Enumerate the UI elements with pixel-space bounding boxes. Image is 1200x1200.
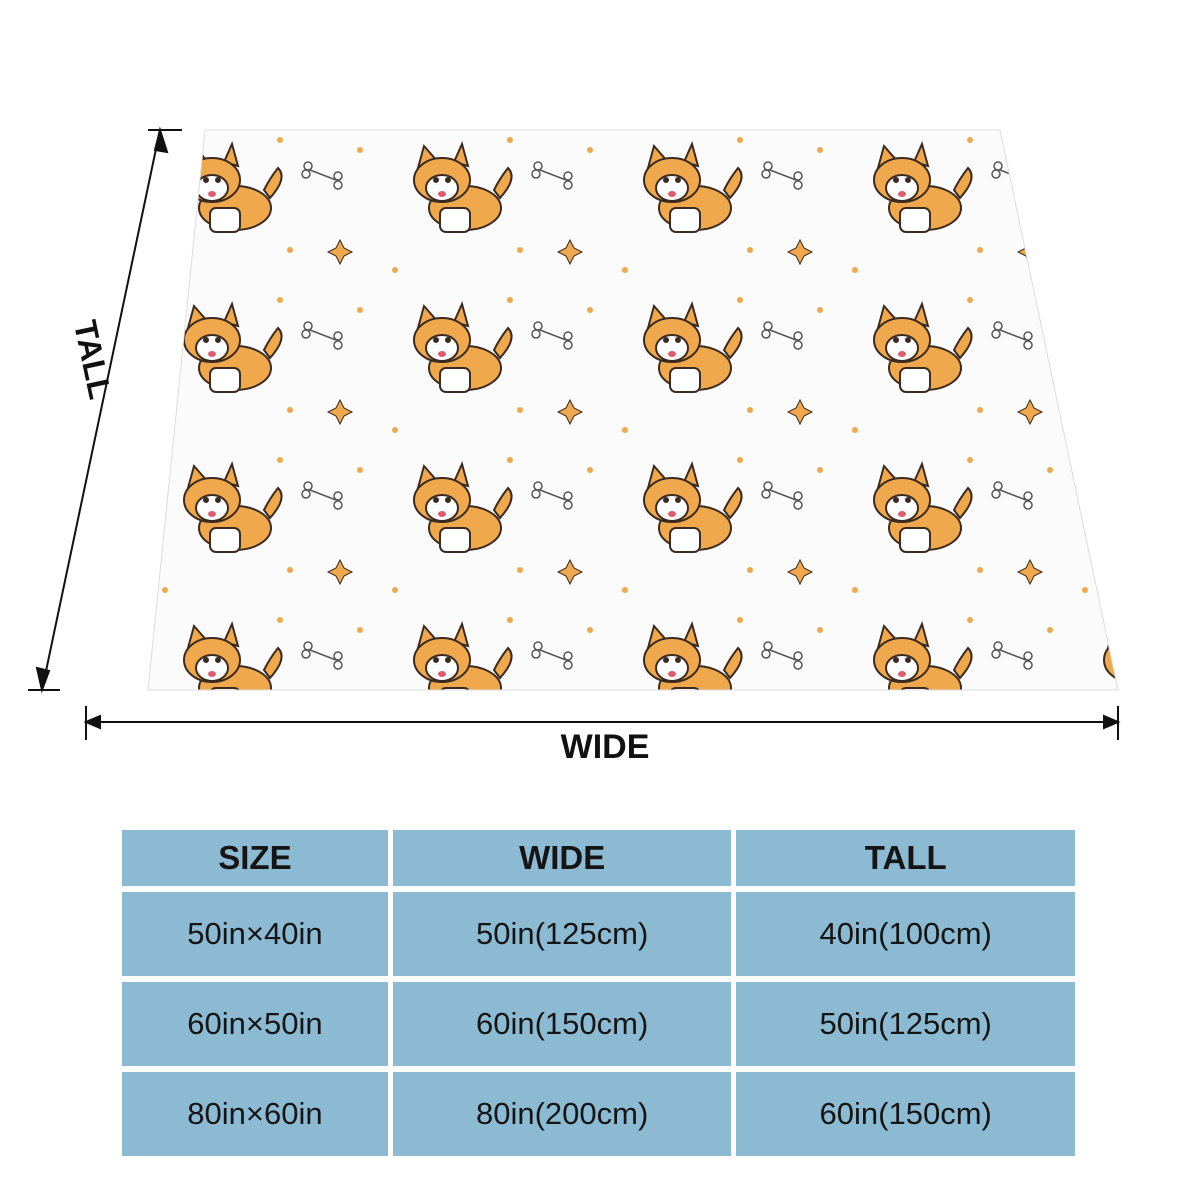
size-cell: 50in(125cm) <box>736 982 1075 1066</box>
header-cell: SIZE <box>122 830 388 886</box>
arrows <box>28 126 1121 740</box>
size-cell: 80in(200cm) <box>392 1072 732 1156</box>
header-cell: WIDE <box>392 830 732 886</box>
size-cell: 60in×50in <box>122 982 388 1066</box>
blanket-diagram: TALL WIDE <box>28 126 1121 766</box>
tall-arrowheads <box>35 126 169 694</box>
size-row: 80in×60in 80in(200cm) 60in(150cm) <box>122 1072 1075 1156</box>
wide-arrowheads <box>83 714 1121 730</box>
size-table: SIZE WIDE TALL 50in×40in 50in(125cm) 40in(100… <box>117 824 1080 1162</box>
size-cell: 50in×40in <box>122 892 388 976</box>
size-row: 50in×40in 50in(125cm) 40in(100cm) <box>122 892 1075 976</box>
size-cell: 40in(100cm) <box>736 892 1075 976</box>
size-row: 60in×50in 60in(150cm) 50in(125cm) <box>122 982 1075 1066</box>
tall-arrow <box>41 129 161 691</box>
size-cell: 50in(125cm) <box>392 892 732 976</box>
wide-label: WIDE <box>561 728 650 766</box>
size-cell: 60in(150cm) <box>736 1072 1075 1156</box>
blanket <box>147 129 1119 691</box>
size-cell: 80in×60in <box>122 1072 388 1156</box>
size-cell: 60in(150cm) <box>392 982 732 1066</box>
header-row: SIZE WIDE TALL <box>122 830 1075 886</box>
header-cell: TALL <box>736 830 1075 886</box>
tall-label: TALL <box>67 317 119 402</box>
